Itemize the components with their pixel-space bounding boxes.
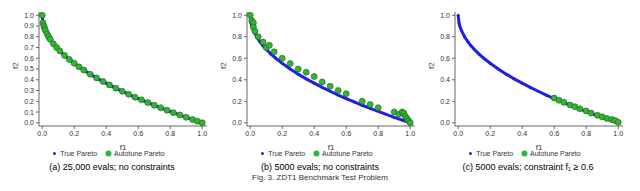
svg-text:0.8: 0.8 (373, 130, 383, 137)
svg-text:0.4: 0.4 (232, 76, 242, 83)
svg-text:f2: f2 (11, 62, 20, 69)
svg-text:0.4: 0.4 (309, 130, 319, 137)
svg-text:0.8: 0.8 (232, 33, 242, 40)
svg-text:1.0: 1.0 (232, 12, 242, 19)
svg-text:f1: f1 (536, 143, 543, 152)
svg-text:0.6: 0.6 (133, 130, 143, 137)
svg-text:0.4: 0.4 (440, 76, 450, 83)
svg-text:1.0: 1.0 (24, 12, 34, 19)
svg-text:0.2: 0.2 (440, 98, 450, 105)
svg-text:1.0: 1.0 (405, 130, 415, 137)
svg-text:0.0: 0.0 (453, 130, 463, 137)
svg-text:f1: f1 (120, 143, 127, 152)
svg-text:f1: f1 (328, 143, 335, 152)
svg-text:0.4: 0.4 (24, 76, 34, 83)
svg-text:0.8: 0.8 (440, 33, 450, 40)
svg-text:0.7: 0.7 (24, 44, 34, 51)
svg-text:0.6: 0.6 (440, 55, 450, 62)
svg-text:0.8: 0.8 (24, 33, 34, 40)
svg-text:0.0: 0.0 (440, 119, 450, 126)
html-text:True Pareto: True Pareto (268, 150, 305, 157)
svg-text:0.0: 0.0 (232, 119, 242, 126)
svg-text:0.4: 0.4 (517, 130, 527, 137)
html-text:(a) 25,000 evals; no constrain: (a) 25,000 evals; no constraints (49, 162, 175, 172)
svg-text:0.6: 0.6 (549, 130, 559, 137)
svg-text:f2: f2 (427, 62, 436, 69)
svg-text:0.4: 0.4 (101, 130, 111, 137)
html-text:(b) 5000 evals; no constraints: (b) 5000 evals; no constraints (261, 162, 379, 172)
svg-text:0.2: 0.2 (24, 98, 34, 105)
html-text:True Pareto: True Pareto (476, 150, 513, 157)
svg-text:0.6: 0.6 (341, 130, 351, 137)
svg-text:0.0: 0.0 (37, 130, 47, 137)
svg-text:0.2: 0.2 (485, 130, 495, 137)
svg-text:0.1: 0.1 (24, 109, 34, 116)
html-text:Autotune Pareto: Autotune Pareto (322, 150, 373, 157)
svg-text:0.9: 0.9 (24, 22, 34, 29)
html-text:Autotune Pareto: Autotune Pareto (114, 150, 165, 157)
html-text:True Pareto: True Pareto (60, 150, 97, 157)
svg-text:0.6: 0.6 (232, 55, 242, 62)
svg-text:1.0: 1.0 (197, 130, 207, 137)
svg-text:1.0: 1.0 (613, 130, 623, 137)
svg-text:1.0: 1.0 (440, 12, 450, 19)
svg-text:f2: f2 (219, 62, 228, 69)
svg-text:0.3: 0.3 (24, 87, 34, 94)
html-text:Fig. 3. ZDT1 Benchmark Test Pr: Fig. 3. ZDT1 Benchmark Test Problem (252, 173, 388, 182)
html-text:Autotune Pareto: Autotune Pareto (530, 150, 581, 157)
svg-text:0.8: 0.8 (165, 130, 175, 137)
svg-text:0.0: 0.0 (24, 119, 34, 126)
svg-text:0.5: 0.5 (24, 65, 34, 72)
svg-text:0.8: 0.8 (581, 130, 591, 137)
svg-text:0.2: 0.2 (277, 130, 287, 137)
svg-text:0.0: 0.0 (245, 130, 255, 137)
html-text:(c) 5000 evals; constraint f₁: (c) 5000 evals; constraint f₁ ≥ 0.6 (462, 162, 594, 172)
svg-text:0.2: 0.2 (232, 98, 242, 105)
svg-text:0.6: 0.6 (24, 55, 34, 62)
svg-text:0.2: 0.2 (69, 130, 79, 137)
